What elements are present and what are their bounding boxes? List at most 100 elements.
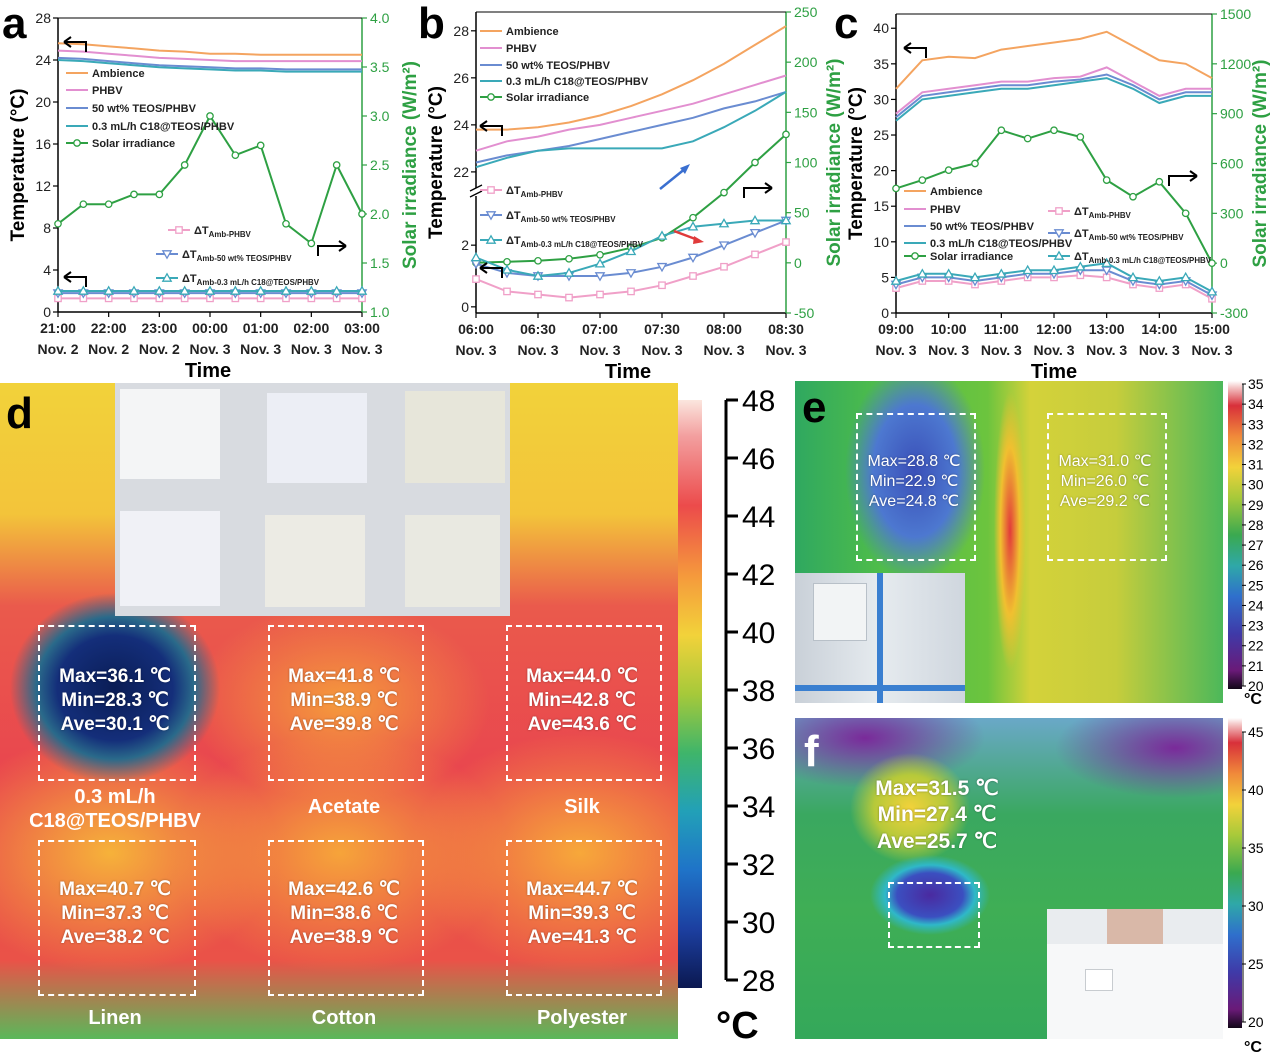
colorbar-tick-label: 46: [742, 443, 775, 476]
legend-marker: [73, 139, 81, 147]
data-point: [534, 290, 542, 299]
y2-tick-label: 0: [794, 255, 802, 271]
legend-marker: [487, 93, 495, 101]
legend-marker: [1055, 207, 1063, 215]
fabric-label: Acetate: [307, 796, 381, 818]
stat-max: Max=36.1 ℃: [59, 666, 171, 687]
legend-marker: [175, 226, 183, 234]
stat-ave: Ave=30.1 ℃: [60, 713, 170, 735]
data-point: [720, 188, 728, 197]
x-tick-date: Nov. 3: [876, 342, 917, 358]
region-stats: Max=44.7 ℃ Min=39.3 ℃ Ave=41.3 ℃: [506, 878, 658, 949]
data-point: [1048, 264, 1060, 275]
data-point: [78, 285, 89, 295]
colorbar-tick-label: 20: [1248, 1014, 1264, 1030]
y2-tick-label: 0: [1220, 255, 1228, 271]
colorbar-tick-label: 22: [1248, 638, 1264, 654]
x-tick-label: 22:00: [91, 320, 127, 336]
x-tick-label: 15:00: [1194, 321, 1230, 337]
data-point: [594, 258, 606, 268]
x-tick-date: Nov. 3: [704, 342, 745, 358]
data-point: [231, 151, 240, 160]
data-point: [52, 285, 64, 295]
x-tick-date: Nov. 2: [38, 341, 79, 357]
data-point: [565, 254, 573, 263]
series-line: [476, 25, 787, 131]
panel-label-b: b: [418, 0, 445, 48]
legend-label: ΔTAmb-PHBV: [194, 225, 252, 239]
y2-tick-label: 900: [1220, 106, 1244, 122]
legend-label: ΔTAmb-50 wt% TEOS/PHBV: [1074, 228, 1184, 242]
stat-ave: Ave=43.6 ℃: [527, 713, 637, 735]
x-tick-label: 23:00: [141, 320, 177, 336]
stat-min: Min=38.9 ℃: [290, 689, 398, 711]
y-tick-label: 22: [453, 164, 469, 180]
fabric-photo-inset: [115, 383, 510, 616]
fabric-swatch: [405, 515, 500, 607]
y-tick-label: 4: [43, 262, 51, 278]
x-tick-label: 14:00: [1141, 321, 1177, 337]
axis-break-mark: [469, 190, 483, 198]
x-tick-date: Nov. 3: [766, 342, 807, 358]
colorbar-tick-label: 31: [1248, 457, 1264, 473]
y2-tick-label: 3.5: [370, 59, 390, 75]
legend-label: ΔTAmb-PHBV: [1074, 206, 1132, 220]
data-point: [689, 213, 697, 222]
fabric-swatch: [265, 515, 365, 607]
colorbar-tick-label: 38: [742, 675, 775, 708]
axis-arrow-left: [479, 120, 503, 136]
data-point: [472, 275, 480, 283]
y-tick-label: 28: [453, 23, 469, 39]
y-tick-label: 16: [35, 136, 51, 152]
legend-label: ΔTAmb-0.3 mL/h C18@TEOS/PHBV: [1074, 251, 1212, 265]
data-point: [997, 126, 1006, 135]
region-box: [38, 840, 196, 996]
colorbar-tick-label: 34: [1248, 396, 1264, 412]
x-tick-label: 21:00: [40, 320, 76, 336]
legend-label: ΔTAmb-0.3 mL/h C18@TEOS/PHBV: [506, 235, 644, 249]
y-tick-label: 25: [873, 127, 889, 143]
coat-stripe: [877, 573, 883, 703]
series-line: [57, 59, 362, 73]
colorbar-tick-label: 21: [1248, 658, 1264, 674]
legend-label: ΔTAmb-50 wt% TEOS/PHBV: [506, 210, 616, 224]
coat-stripe: [795, 685, 965, 691]
y2-axis-title: Solar irradiance (W/m²): [400, 61, 421, 269]
colorbar-tick-label: 30: [1248, 477, 1264, 493]
colorbar-tick-label: 30: [1248, 898, 1264, 914]
annotation-arrowhead: [693, 236, 704, 244]
data-point: [594, 272, 606, 282]
data-point: [79, 200, 88, 209]
region-stats: Max=28.8 ℃ Min=22.9 ℃ Ave=24.8 ℃: [856, 452, 972, 512]
y-tick-label: 0: [881, 305, 889, 321]
data-point: [282, 219, 290, 228]
y-tick-label: 24: [35, 52, 51, 68]
stat-min: Min=42.8 ℃: [528, 689, 636, 711]
annotation-arrowhead: [680, 164, 690, 174]
colorbar-tick-label: 32: [1248, 436, 1264, 452]
x-tick-date: Nov. 3: [981, 342, 1022, 358]
legend-label: Solar irradiance: [92, 138, 175, 150]
series-line: [895, 77, 1212, 122]
data-point: [206, 112, 214, 120]
data-point: [1101, 257, 1112, 268]
y2-tick-label: 200: [794, 54, 818, 70]
stat-min: Min=26.0 ℃: [1060, 473, 1150, 490]
y-tick-label: 12: [35, 178, 51, 194]
data-point: [54, 219, 62, 228]
y-axis-title: Temperature (°C): [8, 89, 29, 242]
y2-tick-label: 600: [1220, 156, 1244, 172]
data-point: [1129, 192, 1137, 201]
region-box: [268, 840, 424, 996]
data-point: [1180, 271, 1191, 282]
region-stats: Max=42.6 ℃ Min=38.6 ℃ Ave=38.9 ℃: [268, 878, 420, 949]
data-point: [501, 264, 513, 274]
x-tick-label: 07:30: [644, 321, 680, 337]
series-line: [895, 73, 1212, 118]
panel-label-d: d: [6, 389, 33, 438]
colorbar-tick-label: 33: [1248, 416, 1264, 432]
legend-marker: [1053, 250, 1065, 260]
coat-photo-inset: [795, 573, 965, 703]
y-tick-label: 20: [35, 94, 51, 110]
stat-ave: Ave=25.7 ℃: [876, 829, 998, 853]
